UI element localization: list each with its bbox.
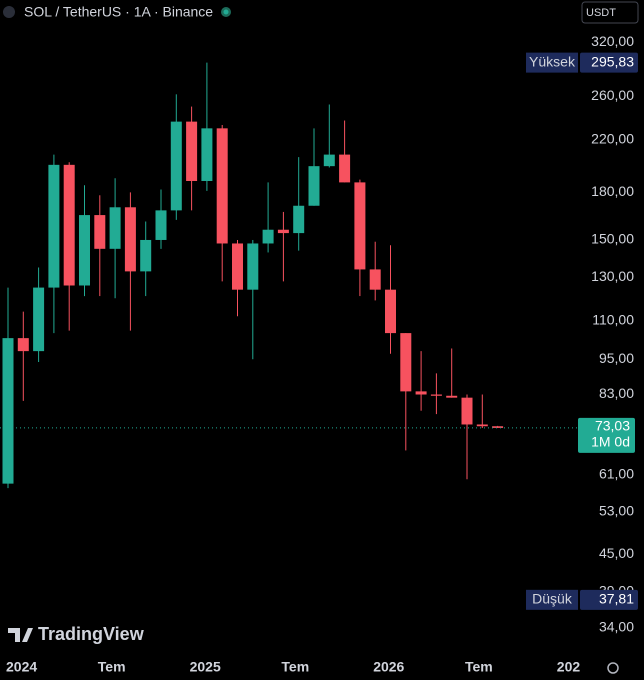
marker-value: 295,83 xyxy=(591,53,634,69)
watermark-logo xyxy=(8,628,33,642)
marker-label: Yüksek xyxy=(529,53,576,69)
candle-body xyxy=(369,269,381,290)
marker-value-box xyxy=(580,52,638,73)
candle-body xyxy=(48,164,60,288)
x-tick-label: 202 xyxy=(557,659,581,675)
candle-body xyxy=(323,154,335,167)
candle-body xyxy=(400,333,412,392)
currency-button[interactable] xyxy=(581,1,639,24)
candle-body xyxy=(247,243,259,290)
candle-body xyxy=(109,207,121,249)
x-tick-label: Tem xyxy=(465,659,493,675)
candle-body xyxy=(140,239,152,272)
y-tick-label: 220,00 xyxy=(591,131,634,147)
last-price-label: 73,03 xyxy=(595,418,630,434)
candle-body xyxy=(2,338,14,484)
marker-box xyxy=(526,589,578,610)
y-tick-label: 180,00 xyxy=(591,183,634,199)
candle-body xyxy=(385,289,396,334)
candle-body xyxy=(33,287,45,352)
y-tick-label: 130,00 xyxy=(591,268,634,284)
candle-body xyxy=(476,424,488,427)
candle-body xyxy=(277,229,289,234)
watermark: TradingView xyxy=(8,624,145,644)
y-tick-label: 150,00 xyxy=(591,231,634,247)
y-tick-label: 110,00 xyxy=(592,312,634,328)
candle-body xyxy=(155,210,167,240)
y-tick-label: 45,00 xyxy=(599,545,634,561)
candle-body xyxy=(94,215,106,249)
candle-body xyxy=(79,215,90,286)
candle-body xyxy=(17,338,29,352)
y-tick-label: 53,00 xyxy=(599,502,634,518)
x-tick-label: 2024 xyxy=(6,659,37,675)
candle-body xyxy=(339,154,351,183)
candle-body xyxy=(354,182,366,270)
symbol-title[interactable]: SOL / TetherUS · 1A · Binance xyxy=(24,4,213,20)
candle-body xyxy=(492,426,504,428)
marker-value-box xyxy=(580,589,638,610)
status-dot-inner xyxy=(223,9,229,15)
marker-value: 37,81 xyxy=(599,591,634,607)
y-tick-label: 320,00 xyxy=(591,33,634,49)
y-tick-label: 95,00 xyxy=(599,350,634,366)
currency-label[interactable]: USDT xyxy=(586,7,616,19)
y-tick-label: 260,00 xyxy=(591,87,634,103)
countdown-label: 1M 0d xyxy=(591,434,630,450)
candle-body xyxy=(461,397,473,425)
candle-body xyxy=(262,229,274,244)
y-tick-label: 61,00 xyxy=(599,466,634,482)
candle-body xyxy=(201,128,213,182)
symbol-icon[interactable] xyxy=(3,6,15,18)
candle-body xyxy=(186,121,198,182)
watermark-text: TradingView xyxy=(38,624,145,644)
x-tick-label: 2026 xyxy=(373,659,404,675)
settings-icon[interactable] xyxy=(607,662,619,674)
marker-box xyxy=(526,52,578,73)
candle-body xyxy=(415,391,427,395)
candle-body xyxy=(232,243,243,290)
x-tick-label: Tem xyxy=(281,659,309,675)
candle-body xyxy=(308,166,320,206)
candle-body xyxy=(124,207,136,272)
x-tick-label: Tem xyxy=(98,659,126,675)
candle-body xyxy=(216,128,228,244)
candle-body xyxy=(63,164,75,286)
last-price-box xyxy=(578,417,635,453)
x-tick-label: 2025 xyxy=(190,659,221,675)
candle-body xyxy=(446,395,458,398)
y-tick-label: 83,00 xyxy=(599,385,634,401)
y-tick-label: 34,00 xyxy=(599,618,634,634)
candle-body xyxy=(170,121,182,211)
candle-body xyxy=(430,394,442,396)
marker-label: Düşük xyxy=(532,591,573,607)
candle-body xyxy=(293,205,305,234)
plot xyxy=(2,62,504,489)
